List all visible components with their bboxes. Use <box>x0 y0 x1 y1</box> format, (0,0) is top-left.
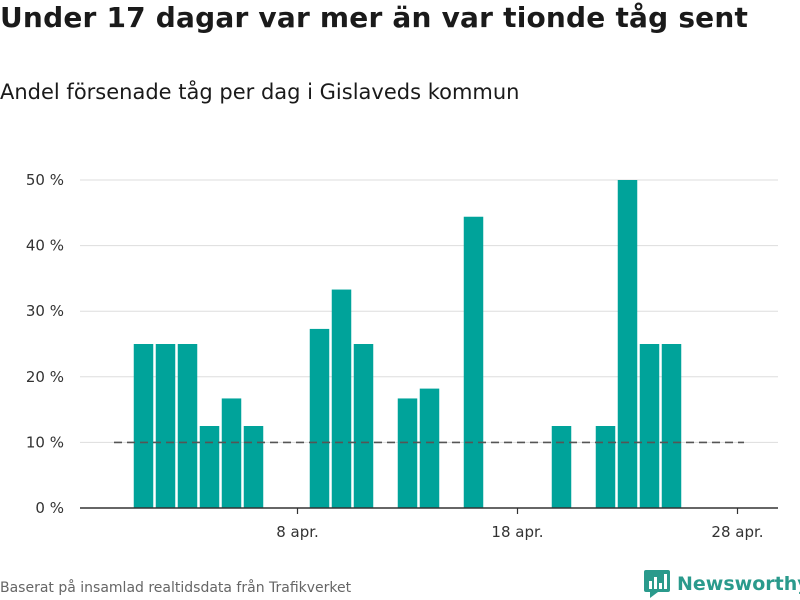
chart-title: Under 17 dagar var mer än var tionde tåg… <box>0 1 749 34</box>
y-tick-label: 0 % <box>35 499 64 517</box>
newsworthy-logo: Newsworthy <box>644 569 800 599</box>
y-tick-label: 10 % <box>26 433 64 451</box>
bar <box>551 426 572 508</box>
y-tick-label: 20 % <box>26 368 64 386</box>
bar <box>243 426 264 508</box>
bar <box>419 388 440 508</box>
bar <box>639 344 660 508</box>
bar <box>595 426 616 508</box>
y-tick-label: 50 % <box>26 171 64 189</box>
x-tick-label: 18 apr. <box>491 523 543 541</box>
chart-subtitle: Andel försenade tåg per dag i Gislaveds … <box>0 80 520 104</box>
logo-text: Newsworthy <box>677 573 800 595</box>
x-axis-ticks: 8 apr. 18 apr. 28 apr. <box>276 508 764 541</box>
bar <box>331 289 352 508</box>
bar <box>309 328 330 508</box>
x-tick-label: 28 apr. <box>711 523 763 541</box>
bar <box>463 216 484 508</box>
bar <box>177 344 198 508</box>
bar <box>397 398 418 508</box>
y-tick-label: 40 % <box>26 237 64 255</box>
y-tick-label: 30 % <box>26 302 64 320</box>
bar <box>199 426 220 508</box>
y-axis-ticks: 0 % 10 % 20 % 30 % 40 % 50 % <box>26 171 64 517</box>
x-tick-label: 8 apr. <box>276 523 319 541</box>
bar <box>353 344 374 508</box>
source-note: Baserat på insamlad realtidsdata från Tr… <box>0 580 352 596</box>
bar-chart-logo-icon <box>644 570 670 598</box>
bar <box>133 344 154 508</box>
bar <box>617 180 638 508</box>
bar <box>221 398 242 508</box>
bars <box>133 180 682 508</box>
bar-chart: 0 % 10 % 20 % 30 % 40 % 50 % 8 apr. 18 apr. 28 … <box>26 171 778 541</box>
bar <box>661 344 682 508</box>
bar <box>155 344 176 508</box>
